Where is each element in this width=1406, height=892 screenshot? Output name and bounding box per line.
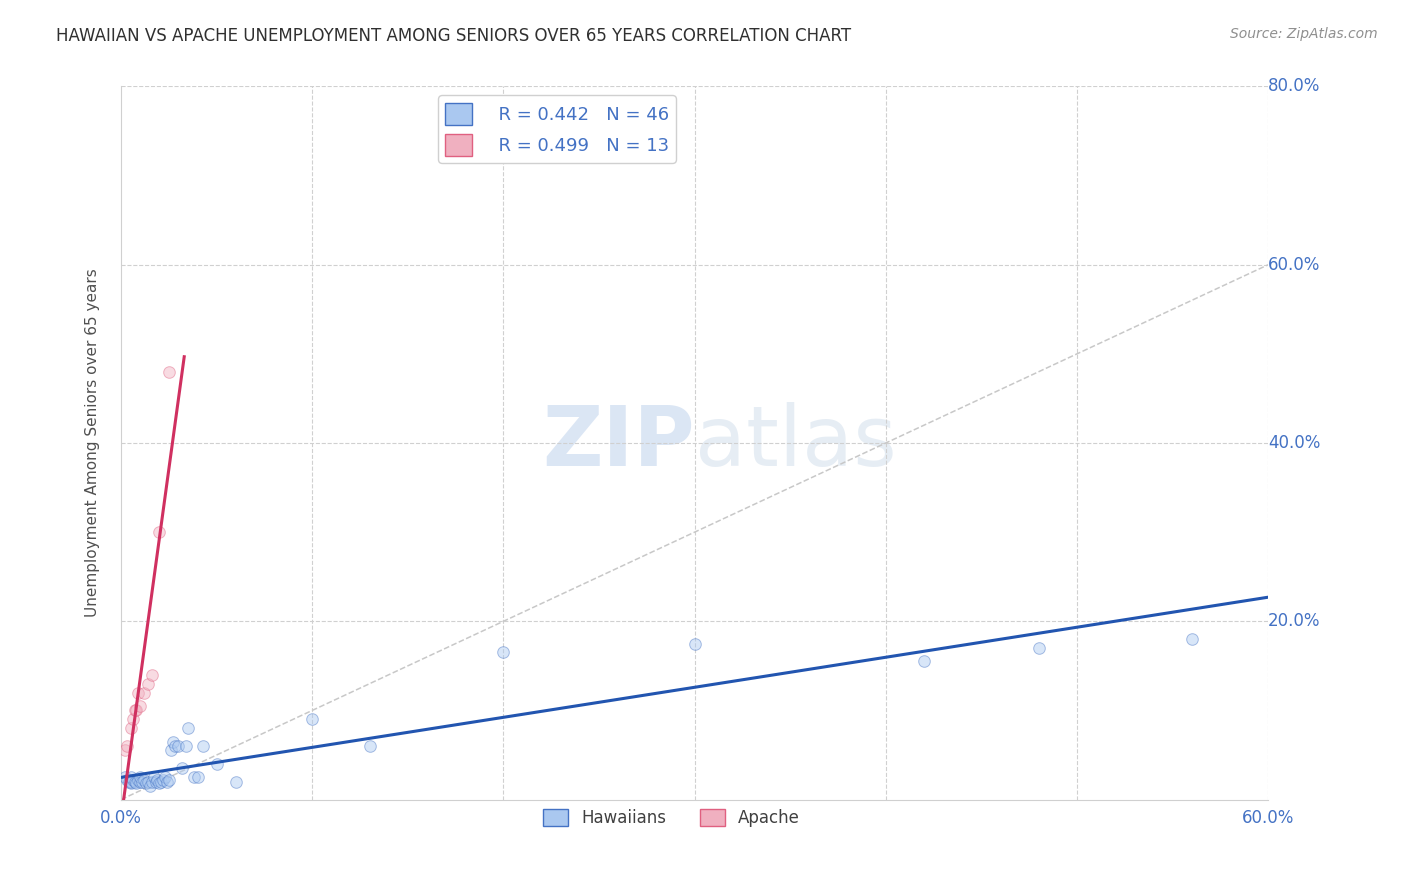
Text: atlas: atlas: [695, 402, 897, 483]
Point: [301, 712, 323, 726]
Text: ZIP: ZIP: [543, 402, 695, 483]
Point: [132, 772, 155, 787]
Point: [160, 743, 183, 757]
Point: [136, 676, 159, 690]
Point: [114, 770, 136, 784]
Point: [129, 770, 152, 784]
Point: [129, 774, 152, 789]
Point: [120, 774, 142, 789]
Point: [167, 739, 190, 753]
Text: 20.0%: 20.0%: [1268, 612, 1320, 631]
Point: [157, 772, 180, 787]
Point: [146, 772, 169, 787]
Point: [121, 712, 143, 726]
Point: [163, 739, 186, 753]
Point: [115, 739, 138, 753]
Point: [492, 645, 515, 659]
Point: [145, 774, 167, 789]
Point: [127, 772, 149, 787]
Point: [1028, 640, 1050, 655]
Point: [115, 772, 138, 787]
Point: [124, 774, 146, 789]
Point: [683, 636, 706, 650]
Point: [132, 685, 155, 699]
Point: [120, 721, 142, 735]
Point: [148, 525, 170, 540]
Point: [136, 774, 159, 789]
Point: [1181, 632, 1204, 646]
Y-axis label: Unemployment Among Seniors over 65 years: Unemployment Among Seniors over 65 years: [86, 268, 100, 617]
Point: [157, 365, 180, 379]
Point: [125, 703, 148, 717]
Point: [205, 756, 228, 771]
Point: [139, 779, 162, 793]
Point: [174, 739, 197, 753]
Point: [359, 739, 381, 753]
Point: [225, 774, 247, 789]
Text: Source: ZipAtlas.com: Source: ZipAtlas.com: [1230, 27, 1378, 41]
Point: [114, 743, 136, 757]
Point: [177, 721, 200, 735]
Point: [120, 776, 142, 790]
Point: [131, 774, 153, 789]
Text: 60.0%: 60.0%: [1268, 256, 1320, 274]
Text: 80.0%: 80.0%: [1268, 78, 1320, 95]
Point: [187, 770, 209, 784]
Legend: Hawaiians, Apache: Hawaiians, Apache: [537, 803, 807, 834]
Point: [141, 667, 163, 681]
Point: [153, 770, 176, 784]
Text: HAWAIIAN VS APACHE UNEMPLOYMENT AMONG SENIORS OVER 65 YEARS CORRELATION CHART: HAWAIIAN VS APACHE UNEMPLOYMENT AMONG SE…: [56, 27, 852, 45]
Point: [135, 776, 157, 790]
Point: [152, 772, 174, 787]
Point: [912, 654, 935, 668]
Point: [141, 774, 163, 789]
Point: [124, 703, 146, 717]
Text: 40.0%: 40.0%: [1268, 434, 1320, 452]
Point: [172, 761, 194, 775]
Point: [142, 770, 165, 784]
Point: [193, 739, 215, 753]
Point: [162, 734, 184, 748]
Point: [121, 772, 143, 787]
Point: [129, 698, 152, 713]
Point: [127, 685, 149, 699]
Point: [156, 774, 179, 789]
Point: [120, 770, 142, 784]
Point: [150, 774, 173, 789]
Point: [148, 776, 170, 790]
Point: [183, 770, 205, 784]
Point: [118, 774, 141, 789]
Point: [125, 776, 148, 790]
